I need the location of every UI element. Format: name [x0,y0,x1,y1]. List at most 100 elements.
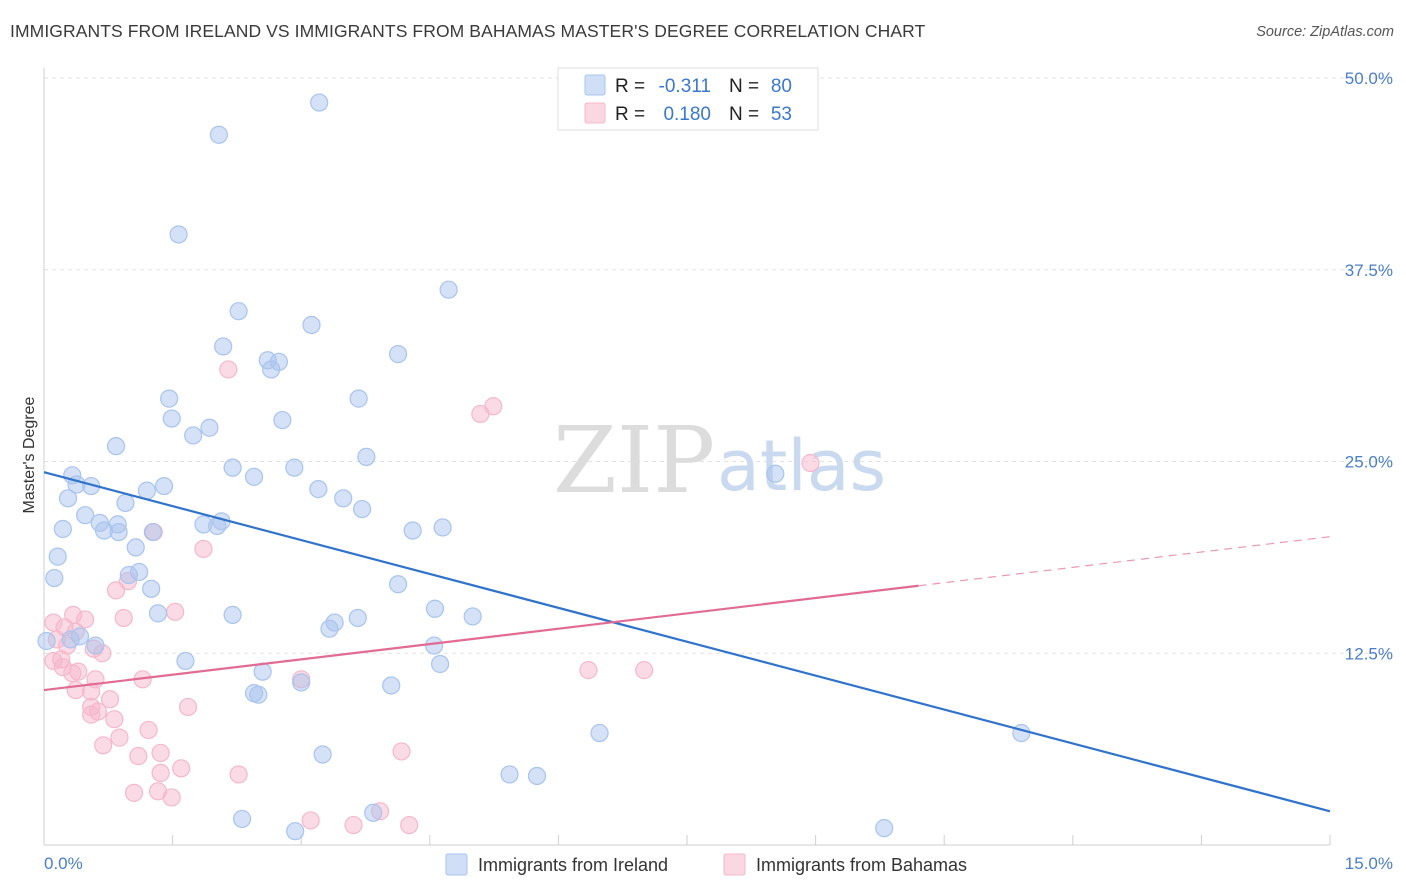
point-bahamas [110,728,129,747]
point-ireland [1012,723,1031,743]
point-bahamas [194,539,213,559]
point-ireland [148,604,168,623]
point-ireland [184,426,203,445]
point-ireland [244,467,264,486]
y-tick-label: 50.0% [1345,69,1393,88]
point-ireland [349,389,368,408]
point-ireland [119,565,138,585]
x-tick-label-min: 0.0% [44,854,83,873]
point-ireland [352,499,372,519]
point-ireland [302,315,321,335]
point-ireland [209,125,228,144]
point-ireland [310,93,329,112]
point-ireland [154,476,174,496]
point-ireland [229,302,248,321]
point-ireland [500,765,519,784]
y-axis-label: Master's Degree [21,396,38,513]
point-bahamas [124,783,144,802]
point-bahamas [151,763,170,783]
point-ireland [424,636,444,655]
point-ireland [357,447,376,466]
y-tick-label: 37.5% [1345,261,1393,280]
point-ireland [403,521,422,540]
point-ireland [334,489,353,508]
point-bahamas [129,746,148,766]
point-ireland [262,360,281,379]
point-bahamas [100,690,120,709]
scatter-points [37,93,1031,841]
point-ireland [61,630,80,649]
point-ireland [309,480,328,499]
point-bahamas [344,815,363,835]
trend-line-bahamas [43,584,919,692]
point-bahamas [172,759,191,778]
point-bahamas [635,661,654,680]
point-ireland [320,619,339,638]
trend-lines [43,471,1331,813]
point-ireland [527,766,547,786]
point-ireland [116,493,135,513]
point-ireland [766,464,785,483]
point-bahamas [484,397,503,416]
point-ireland [382,676,401,695]
point-bahamas [162,788,181,807]
point-bahamas [151,743,170,763]
point-ireland [142,579,161,598]
point-bahamas [114,608,133,628]
point-ireland [425,599,445,618]
legend-label-ireland: Immigrants from Ireland [478,855,668,875]
point-ireland [58,489,78,508]
trend-extension-bahamas [918,536,1331,587]
point-bahamas [178,697,198,717]
point-ireland [388,575,408,594]
trend-line-ireland [43,471,1331,813]
point-ireland [313,745,332,764]
point-ireland [143,522,162,542]
stats-r-value-bahamas: 0.180 [663,104,711,125]
point-ireland [292,673,311,692]
point-ireland [285,458,304,477]
stats-r-label-ireland: R = [615,76,645,97]
stats-box: R = -0.311 N = 80 R = 0.180 N = 53 [557,67,819,131]
point-bahamas [139,720,158,740]
point-ireland [348,608,367,628]
point-ireland [439,280,458,299]
legend-swatch-ireland [445,853,468,876]
watermark-atlas: atlas [717,425,886,507]
stats-swatch-ireland [584,74,606,96]
point-ireland [875,819,894,838]
stats-r-value-ireland: -0.311 [659,76,711,97]
point-bahamas [63,664,82,683]
point-ireland [126,538,145,557]
point-bahamas [579,661,598,680]
point-ireland [223,605,242,625]
point-ireland [223,458,242,477]
point-ireland [249,685,268,704]
y-tick-label: 25.0% [1345,453,1393,472]
point-bahamas [82,705,101,724]
gridlines [44,77,1393,654]
stats-r-label-bahamas: R = [615,104,645,125]
x-tick-label-max: 15.0% [1345,854,1393,873]
point-bahamas [301,811,320,830]
point-ireland [364,803,383,822]
legend: Immigrants from Ireland Immigrants from … [445,853,967,876]
legend-swatch-bahamas [723,853,746,876]
point-bahamas [801,453,820,473]
point-ireland [48,547,67,566]
point-ireland [45,568,64,588]
point-ireland [160,389,179,408]
point-ireland [169,225,188,244]
point-bahamas [106,581,126,600]
source-credit: Source: ZipAtlas.com [1256,24,1394,40]
point-bahamas [400,815,419,835]
point-ireland [590,723,609,743]
stats-swatch-bahamas [584,102,606,124]
point-ireland [162,409,181,428]
point-ireland [86,636,105,655]
point-ireland [430,654,450,674]
stats-n-label-bahamas: N = [729,104,759,125]
legend-label-bahamas: Immigrants from Bahamas [756,855,967,875]
point-ireland [109,522,128,542]
